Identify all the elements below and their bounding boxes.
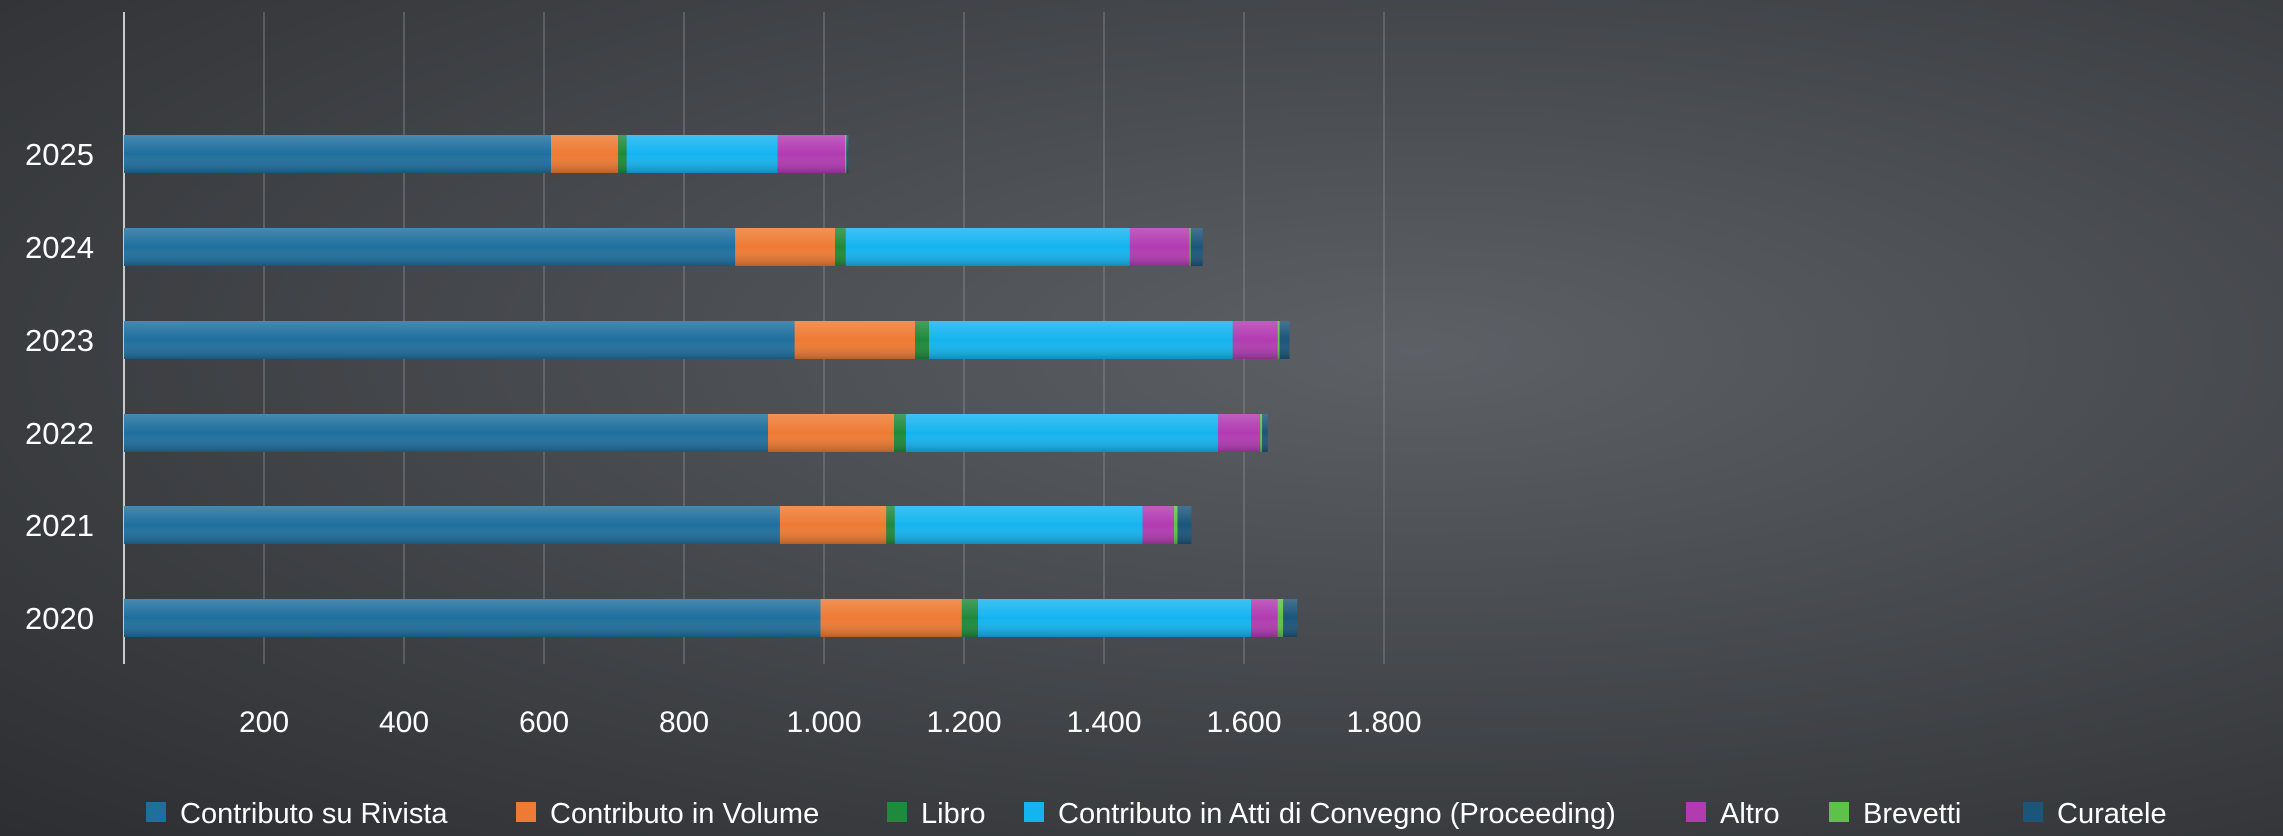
x-tick-label: 800 (659, 706, 709, 739)
bars (124, 135, 1298, 637)
category-label-2023: 2023 (25, 323, 94, 358)
bar-shading-2024 (124, 228, 1203, 266)
category-label-2021: 2021 (25, 508, 94, 543)
legend-swatch (146, 802, 166, 822)
bar-shading-2022 (124, 414, 1268, 452)
legend-swatch (1686, 802, 1706, 822)
legend-swatch (2023, 802, 2043, 822)
x-tick-label: 1.400 (1066, 706, 1141, 739)
x-tick-labels: 200 400 600 800 1.000 1.200 1.400 1.600 1.800 (239, 706, 1422, 739)
x-tick-label: 200 (239, 706, 289, 739)
legend-label: Altro (1720, 798, 1780, 830)
legend-swatch (1829, 802, 1849, 822)
bar-shading-2023 (124, 321, 1290, 359)
legend-swatch (887, 802, 907, 822)
legend-swatch (1024, 802, 1044, 822)
bar-shading-2020 (124, 599, 1298, 637)
category-label-2024: 2024 (25, 230, 94, 265)
x-tick-label: 400 (379, 706, 429, 739)
legend-label: Contributo in Volume (550, 798, 819, 830)
x-tick-label: 1.000 (786, 706, 861, 739)
legend: Contributo su Rivista Contributo in Volum… (146, 798, 2167, 830)
legend-label: Contributo su Rivista (180, 798, 448, 830)
x-tick-label: 600 (519, 706, 569, 739)
legend-label: Libro (921, 798, 986, 830)
category-label-2020: 2020 (25, 601, 94, 636)
legend-label: Contributo in Atti di Convegno (Proceedi… (1058, 798, 1616, 830)
legend-label: Curatele (2057, 798, 2167, 830)
x-tick-label: 1.600 (1206, 706, 1281, 739)
bar-shading-2025 (124, 135, 849, 173)
legend-swatch (516, 802, 536, 822)
category-label-2025: 2025 (25, 137, 94, 172)
legend-label: Brevetti (1863, 798, 1961, 830)
category-labels: 2020 2021 2022 2023 2024 2025 (25, 137, 94, 636)
x-tick-label: 1.800 (1346, 706, 1421, 739)
category-label-2022: 2022 (25, 416, 94, 451)
x-tick-label: 1.200 (926, 706, 1001, 739)
bar-shading-2021 (124, 506, 1192, 544)
